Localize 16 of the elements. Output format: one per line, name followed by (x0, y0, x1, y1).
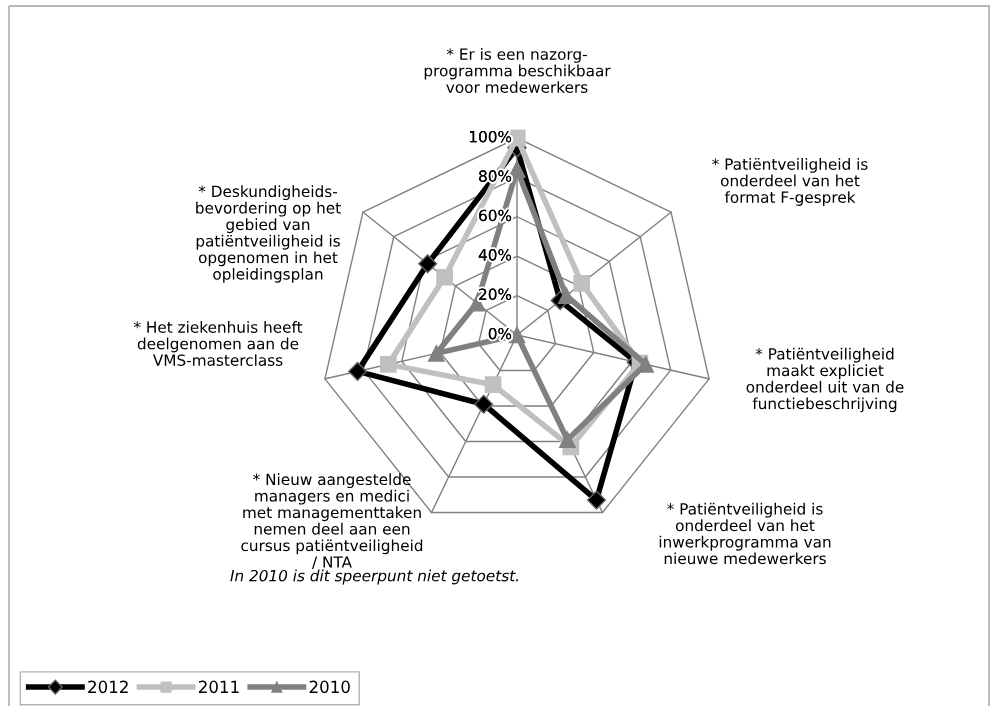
legend-label: 2011 (198, 680, 239, 694)
legend-label: 2010 (309, 680, 350, 694)
spoke-label: * Patiëntveiligheid maakt expliciet onderdeel uit van de functiebeschrijving (746, 347, 904, 413)
spoke-label: * Er is een nazorg- programma beschikbaar voor medewerkers (424, 48, 611, 93)
spoke-label: * Patiëntveiligheid is onderdeel van het format F-gesprek (712, 158, 868, 206)
y-tick-label: 40% (478, 249, 512, 261)
spoke-label: * Nieuw aangestelde managers en medici met managementtaken nemen deel aan een cursus patiëntveiligheid / NTA (241, 473, 423, 569)
y-tick-label: 0% (488, 327, 512, 340)
y-tick-label: 60% (479, 209, 512, 222)
y-tick-label: 20% (479, 288, 512, 301)
spoke-label: * Het ziekenhuis heeft deelgenomen aan de VMS-masterclass (133, 321, 303, 366)
spoke-label: * Patiëntveiligheid is onderdeel van het inwerkprogramma van nieuwe medewerkers (659, 502, 831, 565)
legend-label: 2012 (88, 680, 128, 694)
spoke-label: * Deskundigheids- bevordering op het gebied van patiëntveiligheid is opgenomen in het opleidingsplan (196, 185, 341, 283)
text: In 2010 is dit speerpunt niet getoetst. (230, 569, 519, 585)
y-tick-label: 100% (470, 130, 512, 143)
